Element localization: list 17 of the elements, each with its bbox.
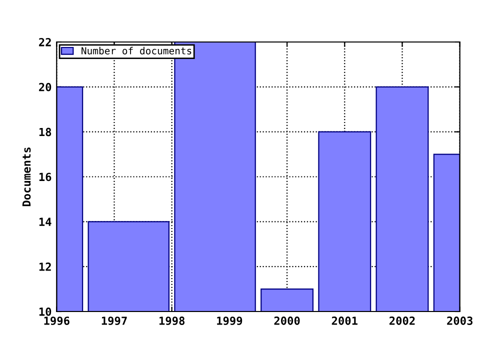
y-tick-label: 14	[39, 218, 52, 226]
x-tick-label: 2000	[274, 316, 300, 325]
legend-label: Number of documents	[82, 46, 192, 54]
y-tick-label: 20	[39, 82, 52, 92]
y-tick-label: 16	[39, 172, 52, 182]
y-tick-label: 18	[39, 128, 52, 136]
y-axis-title: Documents	[22, 148, 31, 206]
x-tick-label: 1999	[217, 316, 242, 326]
x-tick-label: 2003	[447, 316, 472, 325]
y-tick-label: 12	[39, 262, 51, 271]
x-tick-label: 2001	[332, 316, 358, 325]
x-tick-label: 1997	[102, 316, 127, 326]
x-tick-label: 1998	[159, 316, 185, 326]
y-tick-label: 10	[39, 307, 52, 316]
x-tick-label: 2002	[389, 316, 415, 325]
x-tick-label: 1996	[44, 316, 70, 326]
y-tick-label: 22	[39, 38, 51, 46]
